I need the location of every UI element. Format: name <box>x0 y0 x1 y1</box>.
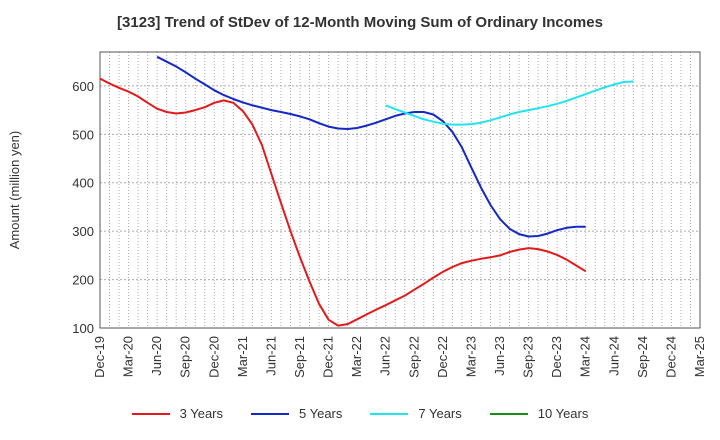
legend-item: 3 Years <box>131 406 223 421</box>
legend-swatch <box>131 412 170 415</box>
x-tick-label: Dec-20 <box>206 336 221 378</box>
legend: 3 Years 5 Years 7 Years 10 Years <box>0 406 720 421</box>
y-tick-label: 100 <box>72 321 94 336</box>
x-tick-label: Sep-21 <box>292 336 307 378</box>
x-tick-label: Jun-23 <box>492 336 507 376</box>
x-tick-label: Dec-22 <box>435 336 450 378</box>
grid-lines <box>99 52 701 329</box>
legend-label: 7 Years <box>418 406 462 421</box>
legend-item: 7 Years <box>370 406 462 421</box>
y-tick-label: 600 <box>72 79 94 94</box>
legend-label: 3 Years <box>179 406 223 421</box>
series-line-7-years <box>385 80 634 126</box>
legend-label: 10 Years <box>537 406 589 421</box>
x-tick-label: Jun-24 <box>606 336 621 376</box>
x-tick-label: Jun-21 <box>263 336 278 376</box>
x-tick-label: Dec-21 <box>321 336 336 378</box>
y-tick-label: 400 <box>72 176 94 191</box>
legend-item: 5 Years <box>251 406 342 421</box>
x-tick-label: Dec-24 <box>663 336 678 378</box>
x-tick-labels: Dec-19 Mar-20 Jun-20 Sep-20 Dec-20 Mar-21 Jun-… <box>92 336 707 378</box>
legend-swatch <box>370 412 409 415</box>
series-line-3-years <box>99 77 587 327</box>
x-tick-label: Sep-22 <box>406 336 421 378</box>
legend-swatch <box>251 412 289 415</box>
y-tick-label: 500 <box>72 127 94 142</box>
y-tick-label: 300 <box>72 224 94 239</box>
x-tick-label: Jun-22 <box>378 336 393 376</box>
chart-title: [3123] Trend of StDev of 12-Month Moving… <box>117 14 603 31</box>
y-tick-label: 200 <box>72 273 94 288</box>
series-lines <box>99 55 634 327</box>
x-tick-label: Mar-21 <box>235 336 250 377</box>
x-tick-label: Mar-20 <box>121 336 136 377</box>
legend-swatch <box>489 412 528 415</box>
series-line-5-years <box>156 55 586 238</box>
y-tick-labels: 100 200 300 400 500 600 <box>72 79 94 336</box>
legend-item: 10 Years <box>489 406 589 421</box>
x-tick-label: Dec-23 <box>549 336 564 378</box>
x-tick-label: Jun-20 <box>149 336 164 376</box>
x-tick-label: Sep-24 <box>635 336 650 378</box>
legend-label: 5 Years <box>299 406 343 421</box>
x-tick-label: Mar-25 <box>692 336 707 377</box>
x-tick-label: Sep-20 <box>178 336 193 378</box>
x-tick-label: Mar-23 <box>463 336 478 377</box>
y-axis-label: Amount (million yen) <box>7 131 22 250</box>
x-tick-label: Mar-22 <box>349 336 364 377</box>
x-tick-label: Sep-23 <box>521 336 536 378</box>
plot-frame <box>99 51 701 329</box>
x-tick-label: Mar-24 <box>578 336 593 377</box>
x-tick-label: Dec-19 <box>92 336 107 378</box>
